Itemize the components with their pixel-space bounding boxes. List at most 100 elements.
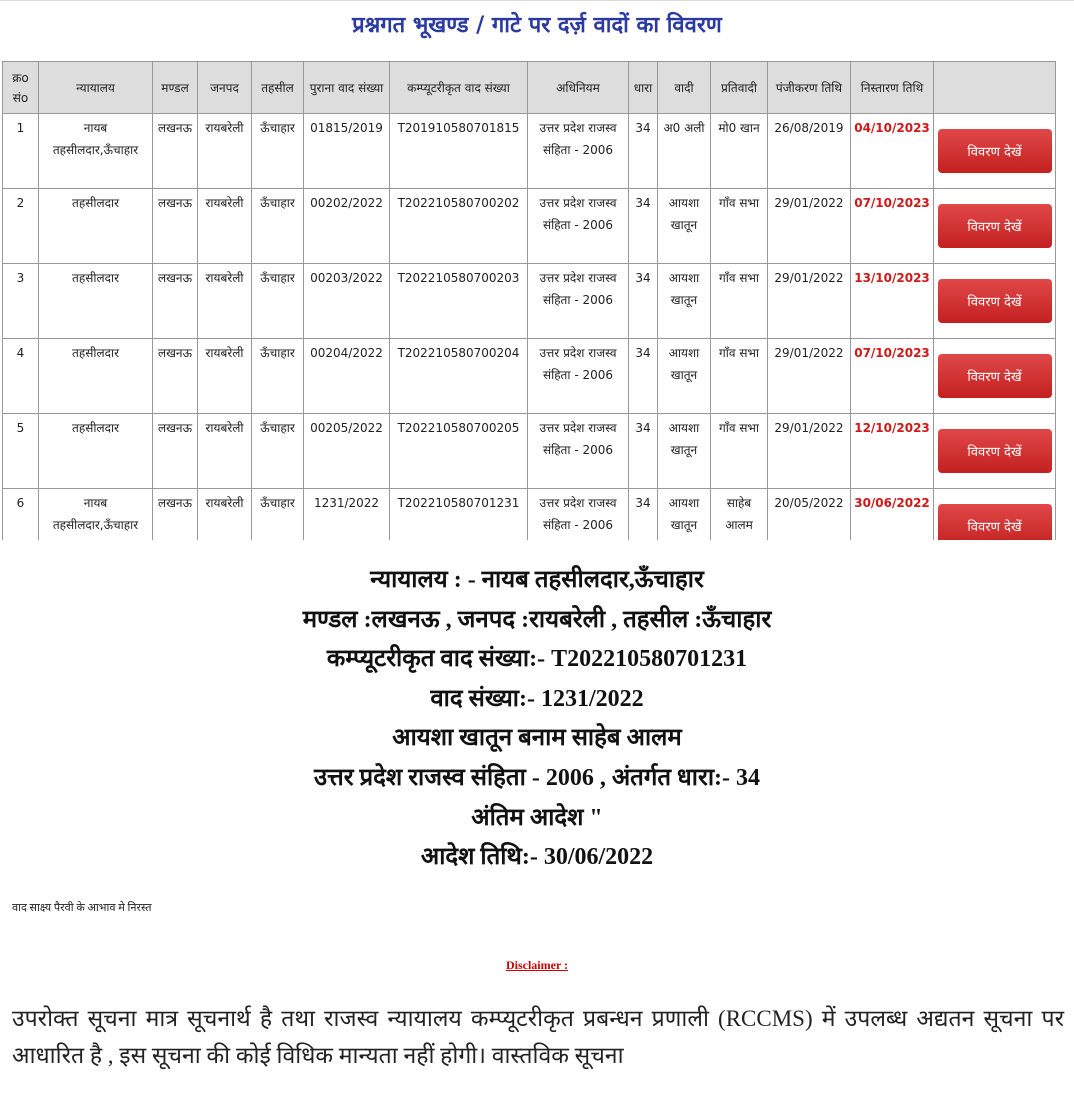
table-cell: रायबरेली xyxy=(197,263,252,339)
action-cell: विवरण देखें xyxy=(933,113,1056,189)
action-cell: विवरण देखें xyxy=(933,263,1056,339)
table-cell: तहसीलदार xyxy=(38,413,153,489)
column-header: क्रo संo xyxy=(2,61,39,114)
case-table: क्रo संo न्यायालय मण्डल जनपद तहसील पुराना वाद… xyxy=(2,61,1056,540)
table-cell: ऊँचाहार xyxy=(251,413,304,489)
table-cell: 1 xyxy=(2,113,39,189)
table-cell: 4 xyxy=(2,338,39,414)
table-cell: 26/08/2019 xyxy=(767,113,851,189)
table-cell: 6 xyxy=(2,488,39,540)
table-cell: गाँव सभा xyxy=(710,188,768,264)
table-row: 5 तहसीलदार लखनऊ रायबरेली ऊँचाहार 00205/2022 T2… xyxy=(2,413,1056,489)
table-cell: T201910580701815 xyxy=(389,113,528,189)
table-cell: गाँव सभा xyxy=(710,413,768,489)
table-cell: T202210580700203 xyxy=(389,263,528,339)
table-cell: आयशा खातून xyxy=(657,188,711,264)
table-cell: आयशा खातून xyxy=(657,263,711,339)
table-cell: रायबरेली xyxy=(197,113,252,189)
column-header: निस्तारण तिथि xyxy=(850,61,934,114)
table-cell: 07/10/2023 xyxy=(850,188,934,264)
table-row: 6 नायब तहसीलदार,ऊँचाहार लखनऊ रायबरेली ऊँचाहा… xyxy=(2,488,1056,540)
table-cell: 13/10/2023 xyxy=(850,263,934,339)
table-cell: उत्तर प्रदेश राजस्व संहिता - 2006 xyxy=(527,338,629,414)
table-cell: उत्तर प्रदेश राजस्व संहिता - 2006 xyxy=(527,188,629,264)
table-cell: तहसीलदार xyxy=(38,263,153,339)
table-cell: T202210580700204 xyxy=(389,338,528,414)
table-cell: 34 xyxy=(628,188,658,264)
table-cell: 2 xyxy=(2,188,39,264)
table-cell: 34 xyxy=(628,113,658,189)
column-header: प्रतिवादी xyxy=(710,61,768,114)
table-cell: गाँव सभा xyxy=(710,338,768,414)
table-cell: T202210580700202 xyxy=(389,188,528,264)
table-row: 1 नायब तहसीलदार,ऊँचाहार लखनऊ रायबरेली ऊँचाहा… xyxy=(2,113,1056,189)
table-cell: आयशा खातून xyxy=(657,488,711,540)
table-cell: 30/06/2022 xyxy=(850,488,934,540)
table-cell: 1231/2022 xyxy=(303,488,390,540)
detail-line: न्यायालय : - नायब तहसीलदार,ऊँचाहार xyxy=(370,567,704,593)
action-cell: विवरण देखें xyxy=(933,338,1056,414)
table-cell: लखनऊ xyxy=(152,263,198,339)
column-header: जनपद xyxy=(197,61,252,114)
details-button[interactable]: विवरण देखें xyxy=(937,279,1052,323)
table-cell: मो0 खान xyxy=(710,113,768,189)
disclaimer-text: उपरोक्त सूचना मात्र सूचनार्थ है तथा राजस… xyxy=(12,1006,1064,1068)
table-cell: तहसीलदार xyxy=(38,338,153,414)
detail-line: मण्डल :लखनऊ , जनपद :रायबरेली , तहसील :ऊँ… xyxy=(302,606,772,633)
table-cell: 29/01/2022 xyxy=(767,188,851,264)
table-cell: 5 xyxy=(2,413,39,489)
table-cell: 00202/2022 xyxy=(303,188,390,264)
table-cell: ऊँचाहार xyxy=(251,488,304,540)
column-header: तहसील xyxy=(251,61,304,114)
detail-line: वाद संख्या:- 1231/2022 xyxy=(430,685,644,712)
table-cell: उत्तर प्रदेश राजस्व संहिता - 2006 xyxy=(527,113,629,189)
table-cell: नायब तहसीलदार,ऊँचाहार xyxy=(38,113,153,189)
details-button[interactable]: विवरण देखें xyxy=(937,204,1052,248)
details-button[interactable]: विवरण देखें xyxy=(937,129,1052,173)
table-cell: लखनऊ xyxy=(152,113,198,189)
table-cell: आयशा खातून xyxy=(657,338,711,414)
table-cell: 29/01/2022 xyxy=(767,413,851,489)
table-cell: 29/01/2022 xyxy=(767,263,851,339)
table-cell: आयशा खातून xyxy=(657,413,711,489)
table-cell: 01815/2019 xyxy=(303,113,390,189)
detail-line: अंतिम आदेश " xyxy=(471,804,603,831)
table-cell: रायबरेली xyxy=(197,413,252,489)
table-cell: लखनऊ xyxy=(152,338,198,414)
column-header: वादी xyxy=(657,61,711,114)
table-cell: ऊँचाहार xyxy=(251,188,304,264)
table-cell: T202210580700205 xyxy=(389,413,528,489)
order-note: वाद साक्ष्य पैरवी के आभाव मे निरस्त xyxy=(12,902,152,914)
column-header: पुराना वाद संख्या xyxy=(303,61,390,114)
disclaimer-heading: Disclaimer : xyxy=(505,958,569,972)
column-header: अधिनियम xyxy=(527,61,629,114)
table-row: 3 तहसीलदार लखनऊ रायबरेली ऊँचाहार 00203/2022 T2… xyxy=(2,263,1056,339)
table-cell: ऊँचाहार xyxy=(251,113,304,189)
table-cell: उत्तर प्रदेश राजस्व संहिता - 2006 xyxy=(527,488,629,540)
table-cell: लखनऊ xyxy=(152,188,198,264)
table-cell: रायबरेली xyxy=(197,188,252,264)
column-header: न्यायालय xyxy=(38,61,153,114)
details-button[interactable]: विवरण देखें xyxy=(937,429,1052,473)
table-cell: 00203/2022 xyxy=(303,263,390,339)
header-row: क्रo संo न्यायालय मण्डल जनपद तहसील पुराना वाद… xyxy=(2,61,1056,114)
table-cell: 34 xyxy=(628,488,658,540)
table-cell: नायब तहसीलदार,ऊँचाहार xyxy=(38,488,153,540)
details-button[interactable]: विवरण देखें xyxy=(937,504,1052,540)
table-cell: रायबरेली xyxy=(197,488,252,540)
table-cell: 00204/2022 xyxy=(303,338,390,414)
table-cell: 04/10/2023 xyxy=(850,113,934,189)
table-cell: 12/10/2023 xyxy=(850,413,934,489)
case-details: न्यायालय : - नायब तहसीलदार,ऊँचाहार मण्डल … xyxy=(0,540,1074,1109)
title: प्रश्नगत भूखण्ड / गाटे पर दर्ज़ वादों का… xyxy=(352,13,722,38)
column-header: धारा xyxy=(628,61,658,114)
table-cell: रायबरेली xyxy=(197,338,252,414)
column-header: कम्प्यूटरीकृत वाद संख्या xyxy=(389,61,528,114)
table-cell: 34 xyxy=(628,413,658,489)
table-row: 2 तहसीलदार लखनऊ रायबरेली ऊँचाहार 00202/2022 T2… xyxy=(2,188,1056,264)
action-cell: विवरण देखें xyxy=(933,413,1056,489)
details-button[interactable]: विवरण देखें xyxy=(937,354,1052,398)
column-header: मण्डल xyxy=(152,61,198,114)
table-cell: T202210580701231 xyxy=(389,488,528,540)
